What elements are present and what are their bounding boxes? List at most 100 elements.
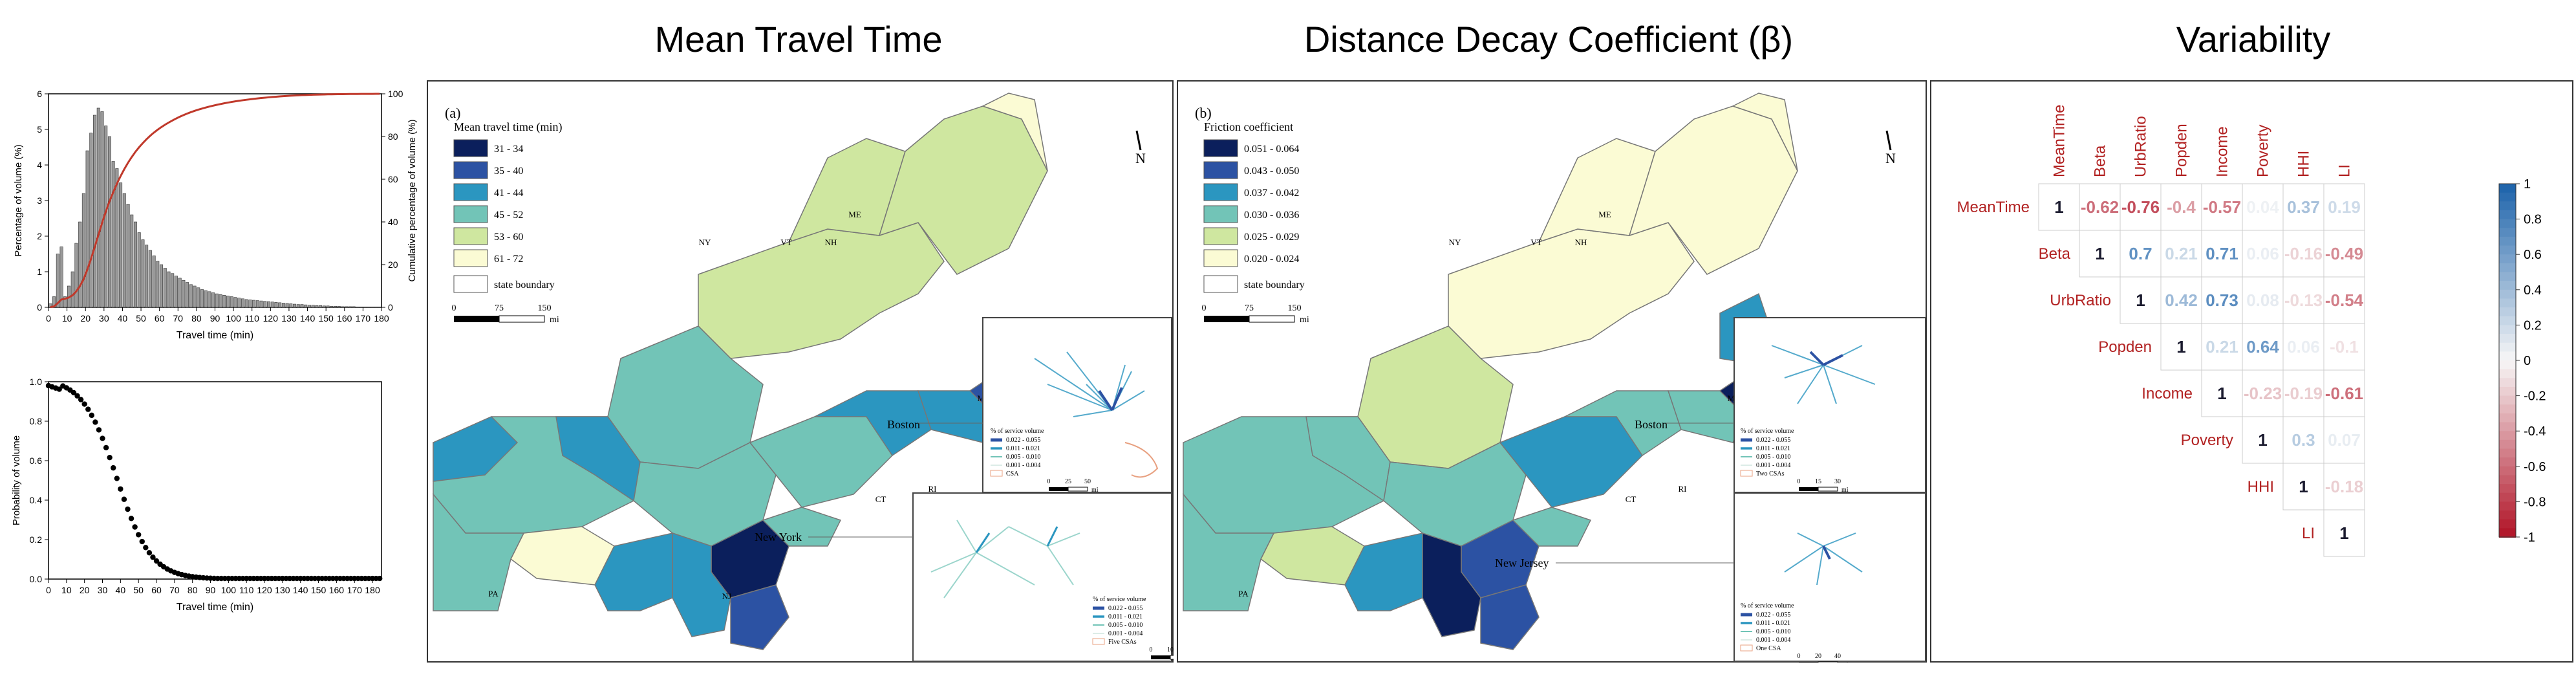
x-tick-label: 130 <box>281 313 297 324</box>
x-tick-label: 70 <box>173 313 183 324</box>
corr-value: 0.19 <box>2328 197 2361 217</box>
colorbar-segment <box>2499 475 2516 485</box>
inset-scale-bar <box>1170 655 1174 660</box>
decay-point <box>70 389 77 396</box>
colorbar-segment <box>2499 289 2516 300</box>
column-label: Income <box>2214 126 2231 177</box>
city-label: New Jersey <box>1495 556 1549 569</box>
legend-label: 0.030 - 0.036 <box>1244 210 1299 221</box>
inset-scale-bar <box>1151 655 1170 659</box>
corr-value: 0.71 <box>2206 244 2238 263</box>
hist-bar <box>133 221 137 308</box>
corr-cell <box>2323 276 2365 324</box>
scale-label: 75 <box>1245 303 1254 313</box>
y2-axis-label: Cumulative percentage of volume (%) <box>407 120 418 282</box>
legend-swatch <box>1203 183 1238 201</box>
corr-cell <box>2160 183 2202 231</box>
corr-value: 0.42 <box>2165 291 2198 310</box>
corr-value: -0.18 <box>2325 477 2363 496</box>
hist-bar <box>326 305 330 308</box>
state-label: PA <box>488 589 499 598</box>
inset-legend-title: % of service volume <box>991 428 1044 435</box>
hist-bar <box>337 306 341 308</box>
state-label: ME <box>848 210 861 219</box>
hist-bar <box>48 303 52 308</box>
corr-cell <box>2282 369 2324 417</box>
north-arrow-a: N <box>1135 130 1146 166</box>
hist-bar <box>197 287 200 308</box>
corr-value: -0.61 <box>2325 384 2363 403</box>
y-tick-label: 5 <box>37 124 42 135</box>
corr-cell <box>2282 230 2324 278</box>
corr-value: 0.06 <box>2287 337 2320 356</box>
hist-bar <box>163 268 167 308</box>
map-a-regions <box>433 93 1048 650</box>
corr-value: 1 <box>2217 384 2226 403</box>
corr-value: -0.19 <box>2284 384 2323 403</box>
corr-value: -0.49 <box>2325 244 2363 263</box>
colorbar-tick-label: 0.4 <box>2524 283 2542 298</box>
hist-bar <box>311 305 315 308</box>
legend-label: 45 - 52 <box>494 210 523 221</box>
hist-bar <box>171 273 175 308</box>
decay-point <box>78 397 84 402</box>
decay-point <box>377 575 383 582</box>
decay-point <box>74 393 80 399</box>
corr-cell <box>2160 276 2202 324</box>
x-axis-label: Travel time (min) <box>177 330 253 341</box>
inset-legend-label: 0.001 - 0.004 <box>1756 637 1790 644</box>
legend-swatch <box>1203 275 1238 293</box>
corr-cell <box>2242 183 2284 231</box>
inset-legend-title: % of service volume <box>1741 602 1794 609</box>
hist-bar <box>156 261 160 308</box>
inset-legend-area <box>1092 638 1105 645</box>
colorbar-tick-label: 0 <box>2524 354 2531 368</box>
colorbar-segment <box>2499 342 2516 353</box>
x-tick-label: 0 <box>46 585 51 595</box>
corr-cell <box>2038 183 2080 231</box>
correlation-chart: MeanTime Beta UrbRatio Popden Income Poverty H… <box>1930 80 2573 663</box>
legend-swatch <box>1203 161 1238 179</box>
colorbar-tick-label: 0.8 <box>2524 213 2542 227</box>
corr-value: -0.16 <box>2284 244 2323 263</box>
x-tick-label: 60 <box>155 313 165 324</box>
inset-scale-bar <box>1818 661 1838 663</box>
corr-cell <box>2201 276 2243 324</box>
row-label: Income <box>2141 385 2193 402</box>
colorbar-segment <box>2499 325 2516 335</box>
inset-scale-unit: mi <box>1841 487 1849 494</box>
colorbar-segment <box>2499 298 2516 309</box>
y2-tick-label: 0 <box>388 302 393 313</box>
legend-label: 31 - 34 <box>494 144 523 155</box>
colorbar-segment <box>2499 192 2516 203</box>
hist-bar <box>189 284 193 308</box>
colorbar-segment <box>2499 334 2516 344</box>
hist-bar <box>244 299 248 308</box>
decay-point <box>92 419 98 425</box>
inset-legend-label: 0.011 - 0.021 <box>1108 613 1143 620</box>
decay-point <box>100 435 105 441</box>
legend-label: 41 - 44 <box>494 188 523 199</box>
colorbar-segment <box>2499 510 2516 520</box>
colorbar-segment <box>2499 219 2516 229</box>
hist-bar <box>178 278 182 308</box>
corr-value: 0.37 <box>2287 197 2320 217</box>
inset-scale-label: 50 <box>1084 478 1091 485</box>
inset-scale-label: 0 <box>1798 478 1801 485</box>
state-label: VT <box>780 237 791 247</box>
y-tick-label: 3 <box>37 195 42 206</box>
row-label: HHI <box>2248 478 2274 496</box>
legend-swatch <box>1203 205 1238 223</box>
colorbar-segment <box>2499 201 2516 211</box>
hist-bar <box>56 254 59 308</box>
corr-cell <box>2160 230 2202 278</box>
inset-legend-label: 0.011 - 0.021 <box>1756 445 1790 452</box>
corr-value: 1 <box>2339 523 2348 543</box>
x-tick-label: 90 <box>210 313 220 324</box>
north-label: N <box>1885 150 1896 166</box>
inset-legend-area <box>1740 470 1753 477</box>
corr-value: 1 <box>2258 430 2267 450</box>
hist-bar <box>59 247 63 308</box>
corr-cell <box>2201 369 2243 417</box>
hist-bar <box>115 168 119 308</box>
